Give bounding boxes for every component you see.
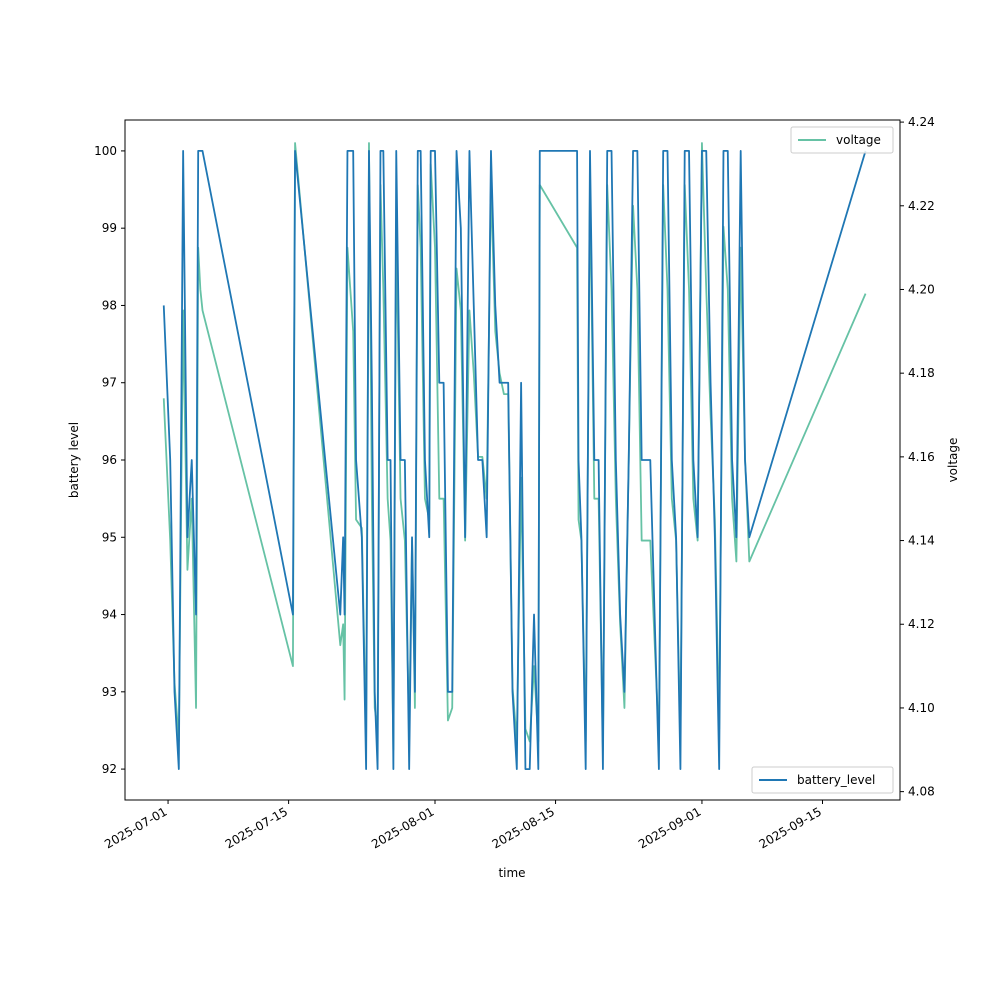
y2-tick-label: 4.16 <box>908 450 935 464</box>
y-tick-label: 95 <box>102 530 117 544</box>
series-layer <box>162 142 867 770</box>
y2-tick-label: 4.20 <box>908 282 935 296</box>
y2-tick-label: 4.14 <box>908 534 935 548</box>
legend-voltage-label: voltage <box>836 133 881 147</box>
series-line-battery-level <box>162 150 867 770</box>
y-tick-label: 93 <box>102 685 117 699</box>
y-tick-label: 97 <box>102 376 117 390</box>
y2-axis-label: voltage <box>946 438 960 483</box>
x-tick-label: 2025-08-15 <box>490 804 557 851</box>
y-axis-left: 92 93 94 95 96 97 98 99 100 <box>94 144 125 776</box>
y2-tick-label: 4.22 <box>908 199 935 213</box>
x-axis: 2025-07-01 2025-07-15 2025-08-01 2025-08-15… <box>102 800 824 851</box>
y-tick-label: 96 <box>102 453 117 467</box>
x-tick-label: 2025-07-01 <box>102 804 169 851</box>
y-axis-label: battery level <box>67 422 81 498</box>
x-tick-label: 2025-08-01 <box>369 804 436 851</box>
y-tick-label: 98 <box>102 298 117 312</box>
series-line-voltage <box>162 142 867 751</box>
y-axis-right: 4.08 4.10 4.12 4.14 4.16 4.18 4.20 4.22 4.24 <box>900 115 935 799</box>
y-tick-label: 99 <box>102 221 117 235</box>
y2-tick-label: 4.10 <box>908 701 935 715</box>
y2-tick-label: 4.08 <box>908 785 935 799</box>
y2-tick-label: 4.18 <box>908 366 935 380</box>
legend-voltage: voltage <box>790 126 894 154</box>
x-axis-label: time <box>498 866 525 880</box>
y2-tick-label: 4.12 <box>908 617 935 631</box>
legend-battery-level: battery_level <box>751 766 894 794</box>
x-tick-label: 2025-09-15 <box>757 804 824 851</box>
y-tick-label: 100 <box>94 144 117 158</box>
x-tick-label: 2025-07-15 <box>223 804 290 851</box>
y-tick-label: 92 <box>102 762 117 776</box>
x-tick-label: 2025-09-01 <box>636 804 703 851</box>
legend-battery-level-frame <box>751 766 894 794</box>
legend-battery-level-label: battery_level <box>797 773 875 787</box>
legend-voltage-frame <box>790 126 894 154</box>
y2-tick-label: 4.24 <box>908 115 935 129</box>
y-tick-label: 94 <box>102 608 117 622</box>
